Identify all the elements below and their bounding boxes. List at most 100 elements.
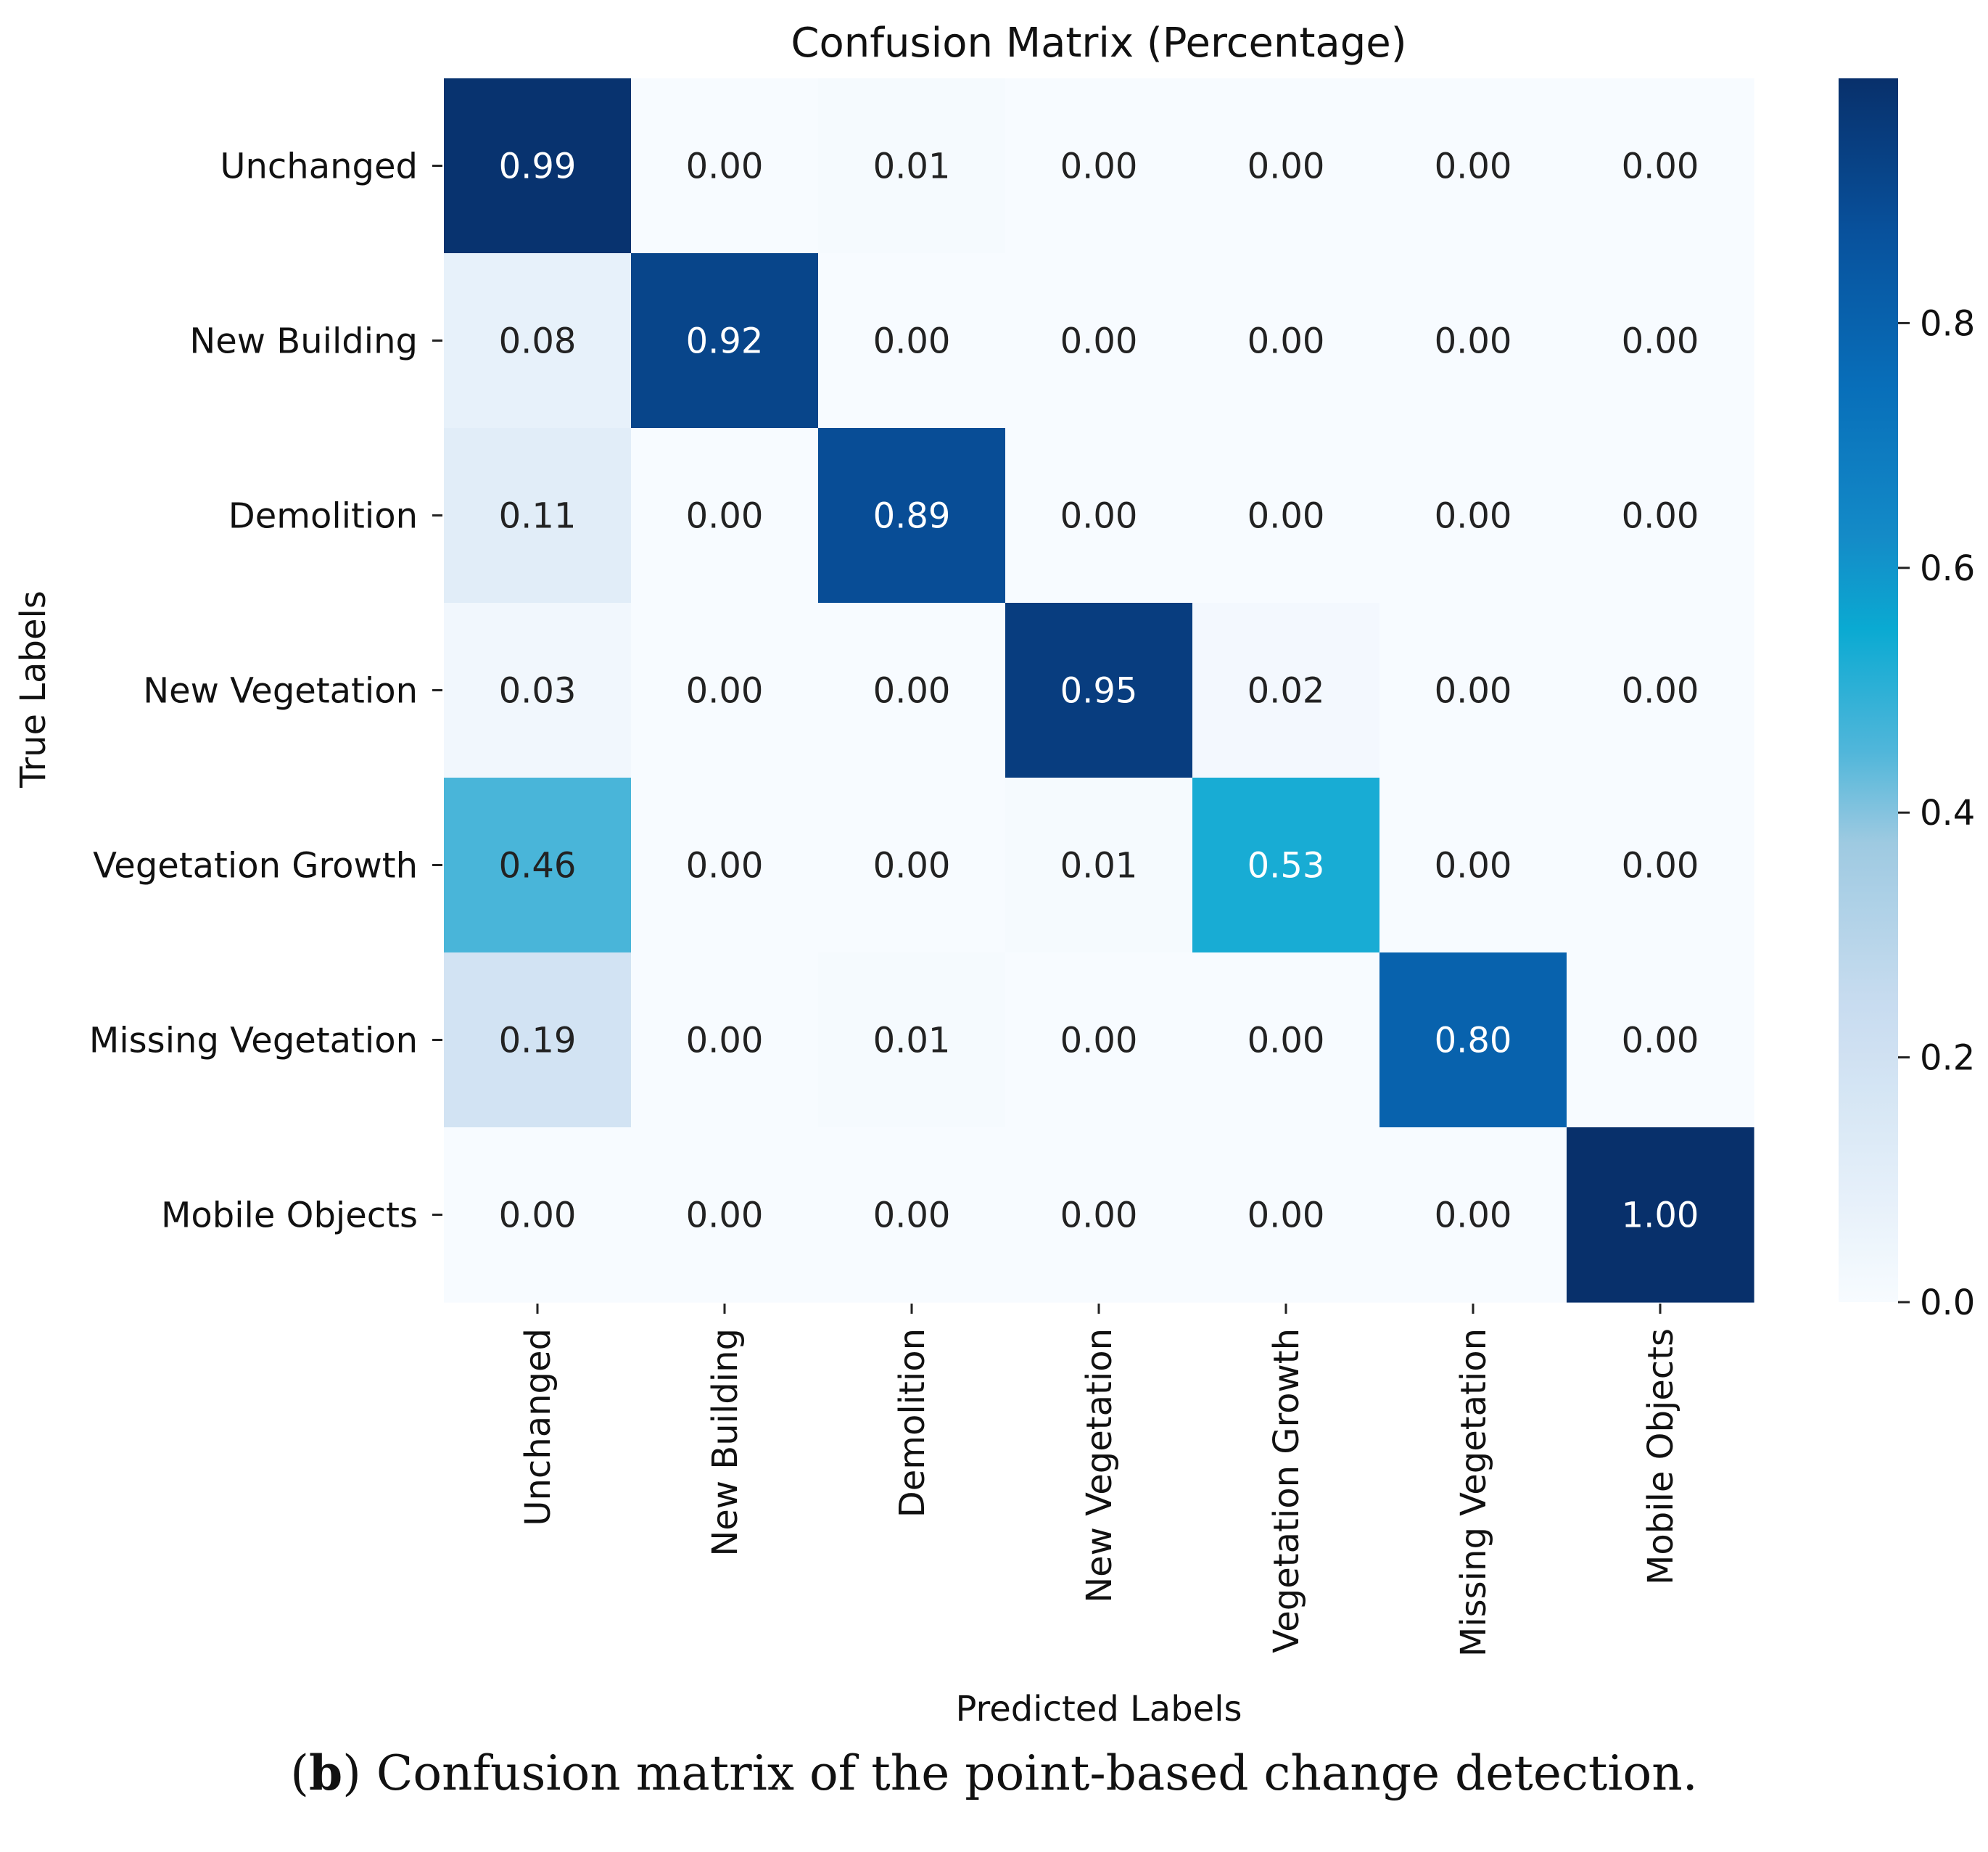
colorbar-tick-label-0: 0.0: [1920, 1283, 1975, 1323]
heatmap-cell-r0-c3: [1005, 78, 1193, 254]
cell-value-label-r4-c1: 0.00: [686, 846, 764, 886]
heatmap-cell-r2-c1: [631, 428, 819, 604]
heatmap-cell-r3-c5: [1379, 603, 1567, 778]
heatmap-cell-r3-c6: [1567, 603, 1754, 778]
heatmap-cell-r5-c0: [444, 952, 632, 1128]
cell-value-label-r2-c2: 0.89: [873, 496, 951, 537]
heatmap-cell-r2-c6: [1567, 428, 1754, 604]
heatmap-cell-r1-c2: [818, 253, 1006, 429]
heatmap-cell-r3-c3: [1005, 603, 1193, 778]
x-tick-label-mobile-objects: Mobile Objects: [1641, 1328, 1681, 1585]
heatmap-cell-r3-c1: [631, 603, 819, 778]
x-tick-label-new-vegetation: New Vegetation: [1079, 1328, 1120, 1603]
cell-value-label-r6-c4: 0.00: [1247, 1195, 1325, 1236]
cell-value-label-r1-c3: 0.00: [1060, 321, 1138, 362]
cell-value-label-r4-c6: 0.00: [1622, 846, 1699, 886]
cell-value-label-r2-c5: 0.00: [1435, 496, 1512, 537]
heatmap-cell-r6-c1: [631, 1127, 819, 1303]
heatmap-cell-r2-c2: [818, 428, 1006, 604]
cell-value-label-r5-c0: 0.19: [499, 1021, 577, 1061]
heatmap-cell-r1-c5: [1379, 253, 1567, 429]
cell-value-label-r0-c6: 0.00: [1622, 147, 1699, 187]
cell-value-label-r4-c3: 0.01: [1060, 846, 1138, 886]
caption-label: b: [308, 1745, 343, 1801]
heatmap-cell-r1-c0: [444, 253, 632, 429]
cell-value-label-r6-c0: 0.00: [499, 1195, 577, 1236]
cell-value-label-r5-c1: 0.00: [686, 1021, 764, 1061]
cell-value-label-r5-c3: 0.00: [1060, 1021, 1138, 1061]
heatmap-cell-r0-c6: [1567, 78, 1754, 254]
heatmap-cell-r2-c4: [1192, 428, 1380, 604]
cell-value-label-r4-c5: 0.00: [1435, 846, 1512, 886]
cell-value-label-r4-c0: 0.46: [499, 846, 577, 886]
heatmap-cell-r6-c2: [818, 1127, 1006, 1303]
x-axis-label: Predicted Labels: [955, 1689, 1242, 1729]
cell-value-label-r3-c4: 0.02: [1247, 671, 1325, 712]
heatmap-cell-r1-c4: [1192, 253, 1380, 429]
cell-value-label-r1-c4: 0.00: [1247, 321, 1325, 362]
heatmap-cell-r2-c0: [444, 428, 632, 604]
heatmap-cell-r4-c3: [1005, 778, 1193, 953]
heatmap-cell-r6-c6: [1567, 1127, 1754, 1303]
cell-value-label-r0-c1: 0.00: [686, 147, 764, 187]
cell-value-label-r3-c1: 0.00: [686, 671, 764, 712]
cell-value-label-r3-c6: 0.00: [1622, 671, 1699, 712]
cell-value-label-r3-c5: 0.00: [1435, 671, 1512, 712]
y-tick-label-new-building: New Building: [189, 321, 418, 362]
heatmap-cell-r3-c2: [818, 603, 1006, 778]
cell-value-label-r0-c4: 0.00: [1247, 147, 1325, 187]
cell-value-label-r2-c0: 0.11: [499, 496, 577, 537]
cell-value-label-r4-c4: 0.53: [1247, 846, 1325, 886]
cell-value-label-r1-c2: 0.00: [873, 321, 951, 362]
cell-value-label-r6-c6: 1.00: [1622, 1195, 1699, 1236]
heatmap-cell-r4-c2: [818, 778, 1006, 953]
colorbar-tick-label-4: 0.8: [1920, 303, 1975, 344]
cell-value-label-r4-c2: 0.00: [873, 846, 951, 886]
heatmap-cell-r1-c3: [1005, 253, 1193, 429]
heatmap-cell-r1-c1: [631, 253, 819, 429]
x-tick-label-unchanged: Unchanged: [518, 1328, 558, 1526]
chart-title: Confusion Matrix (Percentage): [791, 20, 1406, 67]
heatmap-cell-r1-c6: [1567, 253, 1754, 429]
y-tick-label-new-vegetation: New Vegetation: [143, 671, 418, 712]
x-tick-label-vegetation-growth: Vegetation Growth: [1266, 1328, 1307, 1653]
heatmap-cell-r6-c3: [1005, 1127, 1193, 1303]
heatmap-cell-r6-c0: [444, 1127, 632, 1303]
x-tick-label-missing-vegetation: Missing Vegetation: [1453, 1328, 1494, 1657]
heatmap-cell-r0-c1: [631, 78, 819, 254]
cell-value-label-r6-c5: 0.00: [1435, 1195, 1512, 1236]
heatmap-cell-r6-c4: [1192, 1127, 1380, 1303]
x-tick-label-new-building: New Building: [705, 1328, 746, 1557]
heatmap-cell-r5-c2: [818, 952, 1006, 1128]
cell-value-label-r1-c1: 0.92: [686, 321, 764, 362]
figure-caption: (b) Confusion matrix of the point-based …: [290, 1745, 1698, 1801]
colorbar-gradient: [1839, 78, 1898, 1302]
heatmap-cell-r4-c1: [631, 778, 819, 953]
y-tick-label-mobile-objects: Mobile Objects: [161, 1195, 418, 1236]
heatmap-cell-r6-c5: [1379, 1127, 1567, 1303]
cell-value-label-r2-c6: 0.00: [1622, 496, 1699, 537]
cell-value-label-r6-c1: 0.00: [686, 1195, 764, 1236]
y-tick-label-vegetation-growth: Vegetation Growth: [93, 846, 418, 886]
cell-value-label-r2-c1: 0.00: [686, 496, 764, 537]
x-tick-label-demolition: Demolition: [892, 1328, 933, 1518]
heatmap-cell-r2-c3: [1005, 428, 1193, 604]
cell-value-label-r2-c3: 0.00: [1060, 496, 1138, 537]
cell-value-label-r1-c5: 0.00: [1435, 321, 1512, 362]
cell-value-label-r3-c2: 0.00: [873, 671, 951, 712]
heatmap-cell-r5-c4: [1192, 952, 1380, 1128]
y-tick-label-missing-vegetation: Missing Vegetation: [89, 1021, 418, 1061]
heatmap-cell-r2-c5: [1379, 428, 1567, 604]
cell-value-label-r1-c6: 0.00: [1622, 321, 1699, 362]
heatmap-cell-r5-c5: [1379, 952, 1567, 1128]
cell-value-label-r0-c2: 0.01: [873, 147, 951, 187]
heatmap-cell-r4-c4: [1192, 778, 1380, 953]
heatmap-cell-r4-c5: [1379, 778, 1567, 953]
y-tick-label-demolition: Demolition: [228, 496, 418, 537]
cell-value-label-r5-c5: 0.80: [1435, 1021, 1512, 1061]
cell-value-label-r6-c2: 0.00: [873, 1195, 951, 1236]
cell-value-label-r5-c6: 0.00: [1622, 1021, 1699, 1061]
heatmap-cell-r5-c1: [631, 952, 819, 1128]
heatmap-cell-r0-c4: [1192, 78, 1380, 254]
